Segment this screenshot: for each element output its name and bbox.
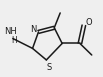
Text: H: H [11,36,17,46]
Text: S: S [47,63,52,72]
Text: O: O [85,17,92,26]
Text: NH: NH [4,27,17,36]
Text: N: N [30,25,37,34]
